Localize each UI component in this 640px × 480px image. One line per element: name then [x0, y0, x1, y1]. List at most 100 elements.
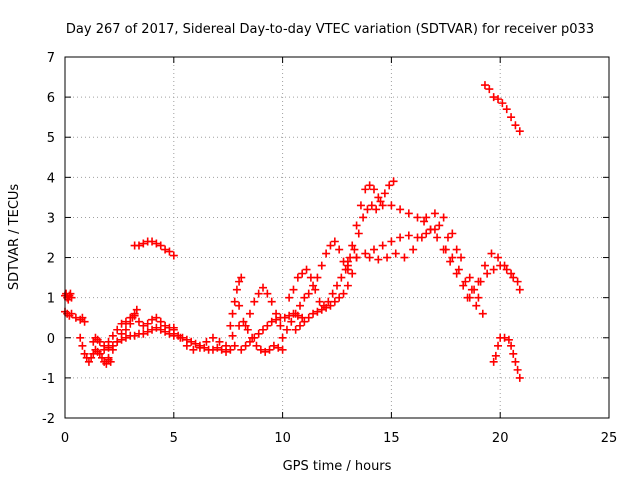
- data-point: [507, 269, 516, 278]
- data-point: [480, 261, 489, 270]
- data-point: [409, 245, 418, 254]
- data-point: [326, 241, 335, 250]
- x-tick-label: 25: [601, 431, 618, 446]
- data-point: [335, 245, 344, 254]
- data-point: [361, 185, 370, 194]
- data-point: [374, 255, 383, 264]
- data-point: [102, 359, 111, 368]
- data-point: [515, 127, 524, 136]
- data-point: [513, 277, 522, 286]
- data-point: [396, 205, 405, 214]
- data-point: [84, 357, 93, 366]
- data-point: [263, 321, 272, 330]
- data-point: [441, 245, 450, 254]
- data-point: [380, 189, 389, 198]
- data-point: [443, 233, 452, 242]
- data-point: [230, 341, 239, 350]
- data-point: [296, 321, 305, 330]
- data-point: [352, 221, 361, 230]
- data-point: [417, 233, 426, 242]
- data-point: [483, 269, 492, 278]
- data-point: [489, 93, 498, 102]
- data-point: [237, 345, 246, 354]
- data-point: [80, 317, 89, 326]
- data-point: [108, 331, 117, 340]
- data-point: [243, 325, 252, 334]
- data-point: [317, 261, 326, 270]
- data-point: [130, 309, 139, 318]
- data-point: [189, 345, 198, 354]
- data-point: [76, 333, 85, 342]
- data-point: [267, 317, 276, 326]
- data-point: [433, 233, 442, 242]
- data-point: [272, 315, 281, 324]
- data-point: [348, 269, 357, 278]
- data-point: [67, 293, 76, 302]
- data-point: [165, 247, 174, 256]
- y-tick-label: 1: [47, 292, 55, 307]
- data-point: [420, 217, 429, 226]
- data-point: [404, 209, 413, 218]
- data-point: [269, 341, 278, 350]
- data-point: [326, 301, 335, 310]
- data-point: [152, 313, 161, 322]
- data-point: [113, 337, 122, 346]
- data-point: [245, 309, 254, 318]
- data-point: [509, 273, 518, 282]
- data-point: [104, 353, 113, 362]
- data-point: [341, 265, 350, 274]
- series-arc-5: [130, 237, 178, 260]
- data-point: [108, 345, 117, 354]
- data-point: [232, 285, 241, 294]
- data-point: [282, 325, 291, 334]
- data-point: [452, 269, 461, 278]
- data-point: [235, 277, 244, 286]
- data-point: [267, 297, 276, 306]
- series-arc-4: [104, 305, 141, 362]
- data-point: [343, 257, 352, 266]
- data-point: [237, 273, 246, 282]
- series-arc-early: [61, 307, 89, 326]
- data-point: [254, 289, 263, 298]
- data-point: [300, 293, 309, 302]
- series-arc-9: [235, 301, 287, 356]
- series-arc-10: [241, 283, 285, 330]
- data-point: [304, 313, 313, 322]
- data-point: [187, 337, 196, 346]
- data-point: [330, 237, 339, 246]
- series-arc-17: [343, 225, 439, 266]
- x-tick-label: 0: [61, 431, 69, 446]
- data-point: [287, 317, 296, 326]
- data-point: [317, 305, 326, 314]
- data-point: [387, 201, 396, 210]
- data-point: [387, 237, 396, 246]
- data-point: [156, 317, 165, 326]
- data-point: [470, 285, 479, 294]
- data-point: [143, 319, 152, 328]
- x-tick-label: 5: [170, 431, 178, 446]
- data-point: [504, 335, 513, 344]
- data-point: [452, 245, 461, 254]
- data-point: [502, 105, 511, 114]
- data-point: [285, 293, 294, 302]
- data-point: [339, 289, 348, 298]
- data-point: [259, 325, 268, 334]
- data-point: [491, 351, 500, 360]
- data-point: [478, 309, 487, 318]
- grid: [65, 57, 609, 418]
- data-point: [148, 325, 157, 334]
- y-tick-label: 0: [47, 332, 55, 347]
- x-tick-label: 10: [274, 431, 291, 446]
- data-point: [430, 209, 439, 218]
- data-point: [156, 241, 165, 250]
- plot-frame: [64, 56, 610, 419]
- data-point: [363, 205, 372, 214]
- data-point: [278, 345, 287, 354]
- data-point: [476, 277, 485, 286]
- data-point: [389, 177, 398, 186]
- data-point: [365, 181, 374, 190]
- data-point: [485, 85, 494, 94]
- data-point: [383, 253, 392, 262]
- axis-ticks: [64, 56, 610, 419]
- data-point: [130, 331, 139, 340]
